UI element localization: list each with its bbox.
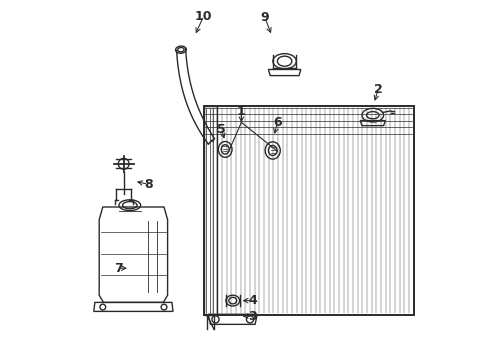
Text: 8: 8 bbox=[144, 178, 153, 191]
Text: 6: 6 bbox=[273, 116, 282, 129]
Text: 5: 5 bbox=[217, 123, 226, 136]
Text: 1: 1 bbox=[237, 105, 246, 118]
Bar bbox=[204, 106, 217, 315]
Text: 9: 9 bbox=[261, 11, 269, 24]
Bar bbox=[204, 106, 414, 315]
Text: 4: 4 bbox=[248, 294, 257, 307]
Text: 2: 2 bbox=[374, 83, 383, 96]
Text: 10: 10 bbox=[195, 10, 212, 23]
Text: 7: 7 bbox=[114, 262, 122, 275]
Text: 3: 3 bbox=[248, 310, 257, 323]
